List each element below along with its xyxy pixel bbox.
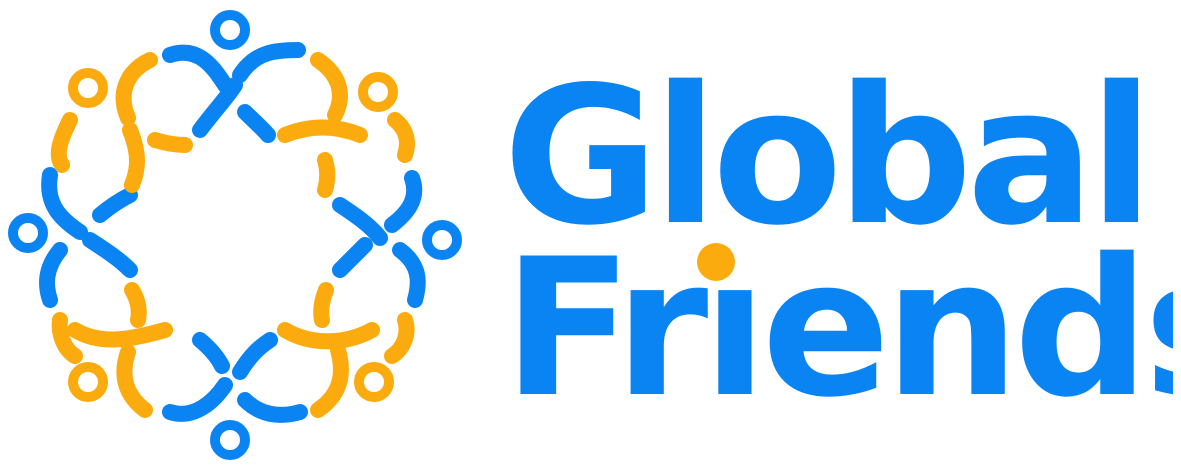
- person-head-left-icon: [8, 213, 48, 253]
- arm-tl-outer: [50, 112, 78, 173]
- arm-left-inner-top: [92, 187, 138, 223]
- arm-top-inner-left: [192, 77, 243, 138]
- arm-left-top: [41, 167, 88, 240]
- arm-tr-outer: [387, 112, 415, 163]
- arm-right-inner-bottom: [332, 237, 373, 278]
- person-head-top-right-icon: [358, 72, 398, 112]
- arm-br-outer: [384, 312, 415, 364]
- arm-tl-upper: [115, 52, 158, 126]
- brand-name-line2-suffix: ends: [761, 218, 1173, 439]
- arm-top-inner-right: [237, 104, 276, 143]
- brand-name-line2-prefix: Fr: [503, 218, 709, 439]
- brand-name-line1: Global: [503, 52, 1148, 267]
- arm-bottom-inner-left: [192, 332, 230, 374]
- arm-bottom-inner-right: [232, 332, 278, 380]
- arm-bl-inner: [124, 282, 147, 328]
- person-head-bottom-icon: [210, 420, 250, 460]
- arm-top-right: [232, 42, 306, 83]
- arm-tr-upper: [310, 52, 348, 123]
- arm-br-cross: [277, 322, 380, 350]
- brand-name-line2: Frıends: [503, 218, 1173, 439]
- arm-bottom-right: [237, 392, 308, 423]
- yellow-dot-icon: [697, 243, 735, 281]
- brand-wordmark: Global Frıends: [503, 52, 1173, 439]
- arm-br-lower: [310, 342, 349, 418]
- arm-tr-cross: [277, 119, 368, 143]
- arm-bl-cross: [67, 322, 173, 348]
- arm-right-bottom: [392, 242, 426, 308]
- arm-br-inner: [313, 282, 334, 328]
- arm-bottom-left: [162, 377, 233, 422]
- circle-of-people-icon: [8, 10, 462, 460]
- arm-bl-lower: [116, 344, 153, 418]
- person-head-top-left-icon: [68, 68, 108, 108]
- arm-left-bottom: [39, 242, 68, 308]
- arm-left-inner-bottom: [82, 232, 138, 278]
- arm-tl-inner: [122, 122, 145, 193]
- person-head-right-icon: [422, 220, 462, 260]
- arm-right-inner-top: [332, 197, 388, 246]
- arm-right-top: [384, 170, 423, 233]
- person-head-bottom-left-icon: [68, 362, 108, 402]
- arm-tr-inner: [317, 152, 336, 198]
- person-head-bottom-right-icon: [354, 362, 394, 402]
- arm-tl-cross: [147, 132, 193, 153]
- arm-top-left: [162, 44, 233, 93]
- arm-bl-outer: [51, 312, 83, 364]
- person-head-top-icon: [210, 10, 250, 50]
